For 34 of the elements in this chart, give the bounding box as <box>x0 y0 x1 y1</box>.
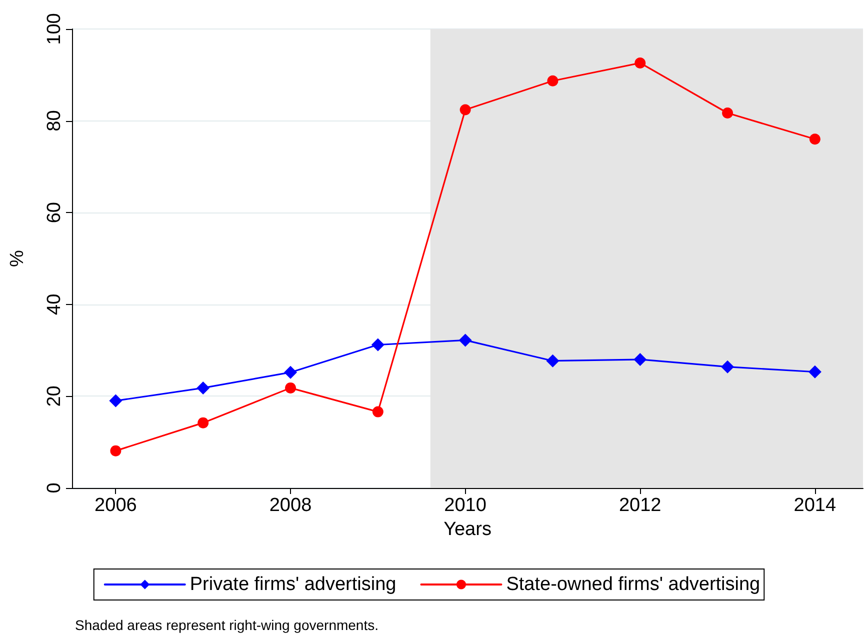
point <box>372 406 384 418</box>
x-tick-label: 2010 <box>444 495 486 516</box>
point <box>109 394 122 408</box>
x-tick-label: 2014 <box>794 495 836 516</box>
point <box>460 104 471 116</box>
y-tick-label: 100 <box>44 13 65 45</box>
point <box>722 108 734 118</box>
point <box>634 352 647 366</box>
point <box>547 75 558 86</box>
x-tick-label: 2008 <box>269 495 312 516</box>
point <box>198 417 209 428</box>
text: Shaded areas represent right-wing governments. <box>75 617 379 633</box>
y-tick-label: 20 <box>44 386 65 407</box>
x-tick-label: 2012 <box>618 495 662 516</box>
point <box>371 338 384 352</box>
y-tick-label: 40 <box>44 294 65 315</box>
y-tick-label: 60 <box>44 202 65 224</box>
point <box>634 57 646 68</box>
point <box>285 382 296 394</box>
point <box>809 134 820 145</box>
point <box>721 360 734 374</box>
y-axis-title: % <box>7 250 28 267</box>
y-tick-label: 80 <box>44 110 65 132</box>
point <box>196 381 210 394</box>
x-axis-title: Years <box>444 519 492 540</box>
point <box>284 366 298 379</box>
x-tick-label: 2006 <box>94 495 137 516</box>
legend-label: State-owned firms' advertising <box>506 574 760 595</box>
point <box>546 354 560 368</box>
point <box>110 445 122 456</box>
legend-label: Private firms' advertising <box>190 574 396 595</box>
y-tick-label: 0 <box>44 482 65 494</box>
point <box>808 365 822 378</box>
point <box>458 334 472 347</box>
